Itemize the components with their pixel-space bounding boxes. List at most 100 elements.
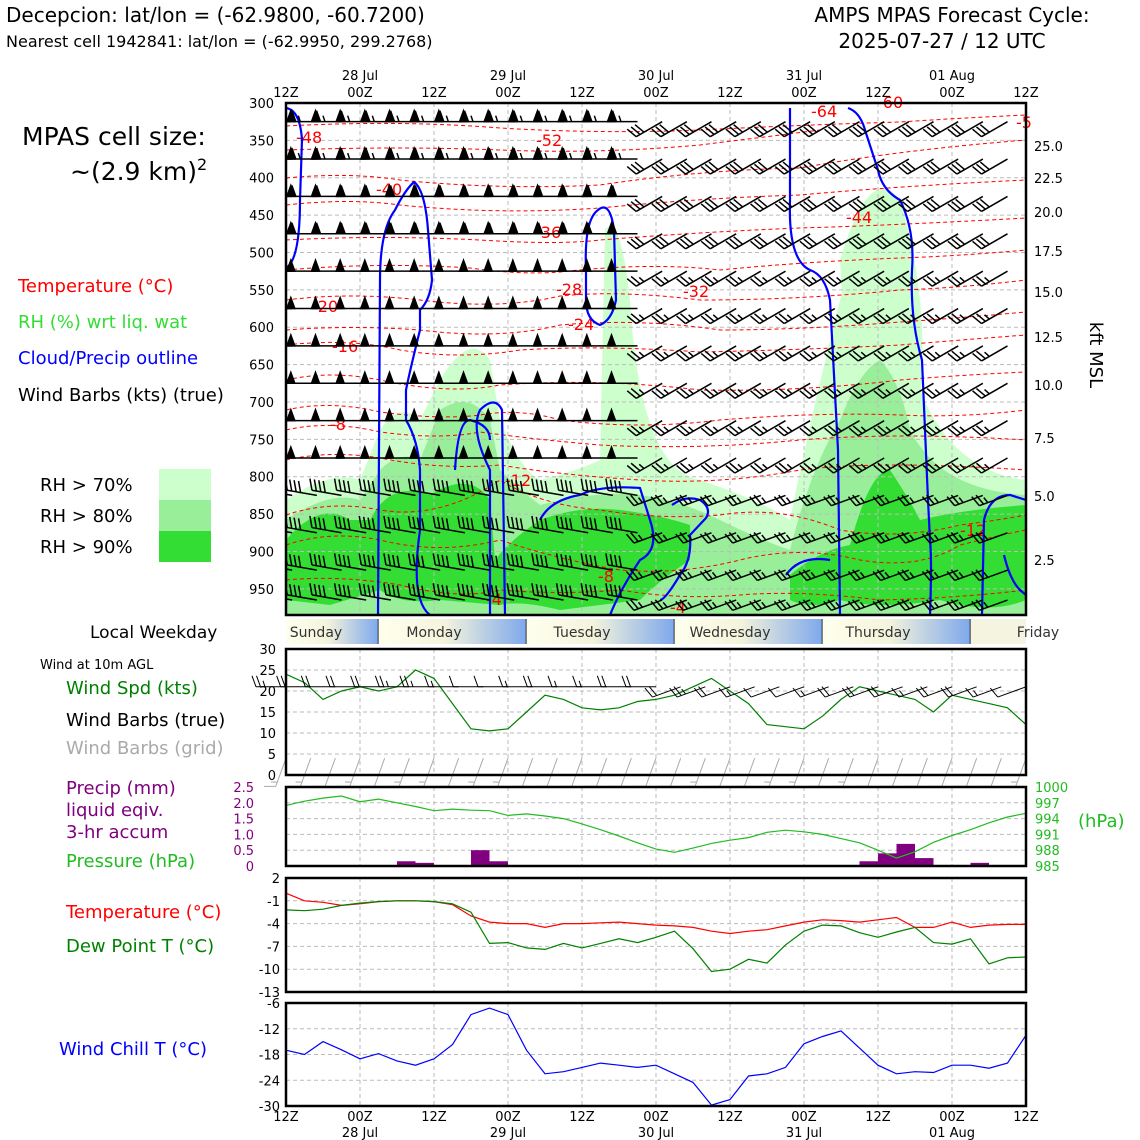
wind-barb [725,307,762,325]
top-date-label: 30 Jul [638,69,674,84]
wind-barb [898,457,934,474]
wind-barb [824,420,860,437]
temperature-legend: Temperature (°C) [65,902,221,923]
pressure-tick-label: 500 [249,246,274,261]
wind-barb [580,478,613,497]
wind-barbs-true-legend: Wind Barbs (true) [66,710,225,731]
wind-barb [358,478,391,497]
wind-barb [581,145,613,160]
wind-barb [333,478,367,497]
weekday-label: Monday [406,625,461,641]
wind-barb [676,270,712,287]
top-hour-label: 00Z [939,86,965,101]
forecast-cycle-date: 2025-07-27 / 12 UTC [838,29,1045,53]
bottom-date-label: 30 Jul [638,1126,674,1140]
panel-tick-label: 5 [268,748,276,763]
wind-barb [383,583,416,601]
weekday-label: Thursday [844,625,910,641]
wind-barb [947,307,984,325]
surface-wind-barb [350,675,385,688]
wind-barb [947,382,984,399]
wind-barb [407,583,441,601]
wind-barb [873,158,910,175]
wind-barb [750,158,786,175]
grid-wind-barb [979,758,1002,787]
wind-barb [947,457,984,474]
precip-bar [397,861,416,866]
rh70-label: RH > 70% [40,475,133,496]
wind-barb [555,583,589,601]
precip-bar [471,850,490,866]
wind-barb [333,553,367,571]
grid-wind-barb [831,758,854,787]
grid-wind-barb [1010,758,1027,787]
grid-wind-barb [905,758,928,787]
temperature-dewpoint-panel: 2 -1 -4 -7 -10 -13 [259,872,1028,1001]
wind-barb [799,233,836,250]
wind-barb [358,515,391,534]
wind-barb [606,220,638,235]
wind-barb [848,420,885,437]
grid-wind-barb [880,758,904,787]
pressure-tick-label: 550 [249,284,274,299]
height-tick-label: 17.5 [1034,245,1063,260]
dewpoint-legend: Dew Point T (°C) [66,936,214,957]
pressure-tick-label: 991 [1035,828,1060,843]
surface-wind-barb [743,686,780,698]
bottom-date-label: 29 Jul [490,1126,526,1140]
surface-wind-barb [989,686,1027,698]
wind-barb [676,457,712,474]
grid-wind-barb [313,758,336,787]
wind-barb [898,345,934,362]
weekday-label: Friday [1017,625,1059,641]
panel-tick-label: 20 [259,685,276,700]
wind-barb [531,553,564,571]
wind-barb [750,420,786,437]
wind-barb [972,121,1008,138]
cell-size-value: ~(2.9 km)2 [70,155,207,186]
panel-tick-label: -6 [267,997,280,1012]
surface-wind-barb [473,675,508,688]
pressure-tick-label: 950 [249,583,274,598]
wind-barb [286,583,317,601]
wind-barb [774,382,811,399]
svg-text:-24: -24 [568,315,594,334]
wind-barb [700,270,737,287]
wind-barb [922,382,959,399]
wind-barb [606,295,638,310]
wind-barb [873,307,910,325]
wind-barb [651,121,688,138]
wind-barb [432,553,465,571]
pressure-tick-label: 997 [1035,797,1060,812]
panel-tick-label: 0 [268,769,276,784]
wind-barb [483,220,515,235]
wind-barb [750,307,786,325]
surface-wind-barb [424,675,459,688]
forecast-cycle-title: AMPS MPAS Forecast Cycle: [814,3,1089,27]
cell-size-label: MPAS cell size: [22,122,206,151]
wind-barb [383,553,416,571]
wind-barb [309,553,342,571]
surface-wind-barb [596,675,632,688]
pressure-legend: Pressure (hPa) [66,851,195,872]
wind-barb [606,407,638,422]
wind-barb [700,121,737,138]
wind-barb [606,332,638,347]
wind-barb [384,145,416,160]
bottom-date-label: 28 Jul [342,1126,378,1140]
wind-chill-panel: -6 -12 -18 -24 -30 [259,997,1028,1115]
panel-tick-label: 1.0 [233,828,254,843]
wind-barb [972,345,1008,362]
wind-barb [651,420,688,437]
wind-barb [972,420,1008,437]
wind-barb [922,307,959,325]
svg-text:-5: -5 [1016,113,1032,132]
wind-panel: 0 5 10 15 20 25 30 [251,643,1028,787]
wind-barb [432,478,465,497]
weekday-segment [822,619,971,644]
height-ticks: 25.0 22.5 20.0 17.5 15.0 12.5 10.0 7.5 5.0 2.5 [1034,140,1063,569]
bottom-hour-label: 12Z [273,1110,299,1125]
wind-barb [700,307,737,325]
wind-barb [506,515,539,534]
grid-wind-barb [584,758,608,787]
